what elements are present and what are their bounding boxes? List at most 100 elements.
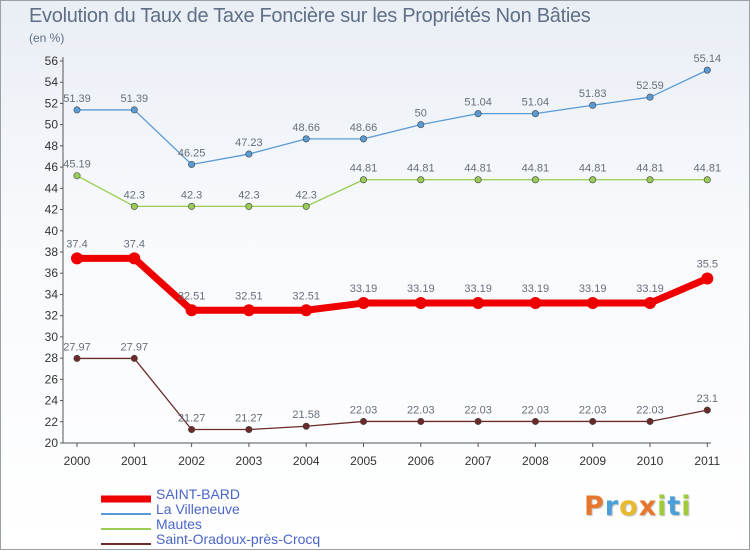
- data-label: 21.58: [292, 409, 320, 421]
- legend-item-saint-oradoux: Saint-Oradoux-près-Crocq: [101, 531, 361, 548]
- data-point: [357, 297, 370, 310]
- data-point: [646, 93, 654, 101]
- data-label: 37.4: [66, 238, 87, 250]
- data-point: [417, 176, 425, 184]
- legend-swatch-mautes: [101, 528, 151, 530]
- data-point: [589, 417, 597, 425]
- x-tick-label: 2005: [350, 454, 377, 468]
- data-point: [73, 106, 81, 114]
- data-label: 51.04: [464, 97, 492, 109]
- data-label: 22.03: [636, 404, 664, 416]
- data-label: 33.19: [522, 283, 550, 295]
- y-tick-label: 32: [45, 309, 59, 323]
- data-point: [130, 106, 138, 114]
- data-point: [703, 176, 711, 184]
- data-point: [73, 172, 81, 180]
- chart-subtitle: (en %): [29, 31, 65, 45]
- data-label: 33.19: [464, 283, 492, 295]
- logo-letter: r: [604, 491, 620, 522]
- x-tick-label: 2008: [522, 454, 549, 468]
- data-label: 33.19: [579, 283, 607, 295]
- logo-letter: o: [619, 491, 639, 522]
- data-label: 44.81: [636, 163, 664, 175]
- data-point: [474, 176, 482, 184]
- data-label: 42.3: [181, 189, 202, 201]
- x-tick-label: 2004: [293, 454, 320, 468]
- data-label: 37.4: [124, 238, 145, 250]
- y-tick-label: 28: [45, 351, 59, 365]
- data-label: 32.51: [235, 290, 263, 302]
- legend-label: SAINT-BARD: [156, 486, 241, 502]
- data-label: 44.81: [407, 163, 435, 175]
- data-label: 22.03: [579, 404, 607, 416]
- data-point: [703, 66, 711, 74]
- data-label: 22.03: [350, 404, 378, 416]
- logo-letter: t: [667, 491, 682, 522]
- data-point: [188, 426, 196, 434]
- data-label: 44.81: [694, 163, 722, 175]
- legend-item-la-villeneuve: La Villeneuve: [101, 501, 361, 518]
- data-point: [302, 135, 310, 143]
- data-label: 44.81: [579, 163, 607, 175]
- x-tick-label: 2010: [637, 454, 664, 468]
- data-point: [417, 121, 425, 129]
- data-point: [71, 252, 83, 265]
- x-tick-label: 2006: [407, 454, 434, 468]
- data-label: 21.27: [235, 413, 263, 425]
- y-tick-label: 54: [45, 75, 59, 89]
- data-point: [302, 422, 310, 430]
- logo-letter: P: [584, 491, 605, 522]
- data-point: [185, 304, 198, 317]
- data-label: 32.51: [178, 290, 206, 302]
- data-point: [417, 417, 425, 425]
- data-label: 33.19: [636, 283, 664, 295]
- data-label: 21.27: [178, 413, 206, 425]
- y-tick-label: 22: [45, 415, 59, 429]
- y-tick-label: 56: [45, 54, 59, 68]
- legend-item-saint-bard: SAINT-BARD: [101, 486, 361, 503]
- data-label: 22.03: [464, 404, 492, 416]
- data-point: [474, 110, 482, 118]
- logo-letter: i: [657, 491, 668, 522]
- data-point: [245, 150, 253, 158]
- chart-title: Evolution du Taux de Taxe Foncière sur l…: [29, 5, 591, 27]
- data-label: 35.5: [697, 259, 718, 271]
- data-point: [701, 272, 714, 285]
- y-tick-label: 34: [45, 287, 59, 301]
- data-label: 22.03: [407, 404, 435, 416]
- data-label: 44.81: [464, 163, 492, 175]
- series-line-saint-bard: [77, 254, 709, 314]
- data-label: 52.59: [636, 80, 664, 92]
- data-point: [359, 417, 367, 425]
- data-label: 33.19: [350, 283, 378, 295]
- legend-label: La Villeneuve: [156, 501, 240, 517]
- series-line-mautes: [76, 175, 708, 208]
- data-label: 55.14: [694, 53, 722, 65]
- data-point: [359, 135, 367, 143]
- data-point: [586, 297, 599, 310]
- y-tick-label: 30: [45, 330, 59, 344]
- data-label: 44.81: [522, 163, 550, 175]
- data-point: [589, 101, 597, 109]
- data-label: 44.81: [350, 163, 378, 175]
- data-point: [128, 252, 141, 265]
- logo-letter: i: [681, 491, 692, 522]
- y-tick-label: 36: [45, 266, 59, 280]
- x-tick-label: 2009: [579, 454, 606, 468]
- data-label: 51.39: [63, 93, 91, 105]
- data-label: 47.23: [235, 137, 263, 149]
- y-tick-label: 24: [45, 394, 59, 408]
- data-label: 46.25: [178, 147, 206, 159]
- legend-swatch-la-villeneuve: [101, 513, 151, 515]
- y-tick-label: 44: [45, 181, 59, 195]
- data-point: [646, 176, 654, 184]
- data-point: [474, 417, 482, 425]
- data-point: [188, 202, 196, 210]
- data-point: [644, 297, 656, 310]
- data-point: [130, 354, 138, 362]
- legend-label: Mautes: [156, 516, 202, 532]
- data-point: [531, 110, 539, 118]
- y-tick-label: 50: [45, 118, 59, 132]
